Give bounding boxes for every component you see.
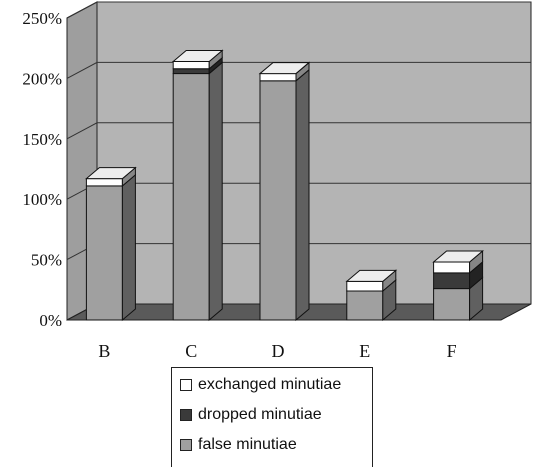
legend: exchanged minutiae dropped minutiae fals… [171, 367, 373, 467]
y-tick-label: 150% [22, 130, 62, 149]
x-tick-label: F [447, 341, 457, 361]
bar-B-exchanged-minutiae [85, 178, 123, 187]
x-tick-label: D [272, 341, 285, 361]
legend-item-false: false minutiae [180, 434, 297, 456]
x-tick-label: E [359, 341, 370, 361]
y-tick-label: 0% [39, 311, 62, 330]
bar-C-false-minutiae-side [208, 61, 223, 322]
legend-item-dropped: dropped minutiae [180, 404, 322, 426]
legend-swatch-dropped [180, 409, 192, 421]
bar-D-exchanged-minutiae-top [258, 62, 311, 75]
bar-E-exchanged-minutiae-top [345, 269, 398, 282]
bar-B-exchanged-minutiae-top [85, 167, 137, 180]
legend-label-dropped: dropped minutiae [198, 406, 322, 423]
gridline [66, 1, 531, 19]
bar-D-false-minutiae-side [295, 68, 310, 322]
legend-swatch-false [180, 439, 192, 451]
gridline [66, 61, 531, 79]
bar-D-exchanged-minutiae [259, 73, 297, 82]
bar-C-exchanged-minutiae-top [171, 49, 224, 62]
bar-E-false-minutiae [346, 290, 384, 321]
bar-D-false-minutiae [259, 80, 297, 321]
bar-B-false-minutiae [85, 185, 123, 321]
legend-label-false: false minutiae [198, 436, 297, 453]
gridline [66, 122, 531, 140]
legend-label-exchanged: exchanged minutiae [198, 376, 342, 393]
x-tick-label: C [185, 341, 197, 361]
x-tick-label: B [98, 341, 110, 361]
bar-F-dropped-minutiae [433, 272, 471, 290]
bar-C-false-minutiae [172, 73, 210, 321]
bar-E-exchanged-minutiae [346, 280, 384, 292]
bar-F-false-minutiae [433, 288, 471, 321]
bar-F-exchanged-minutiae [433, 261, 471, 274]
y-tick-label: 200% [22, 69, 62, 88]
y-tick-label: 50% [31, 251, 62, 270]
bar-B-false-minutiae-side [121, 173, 136, 322]
bar-C-dropped-minutiae [172, 68, 210, 75]
bar-C-exchanged-minutiae [172, 60, 210, 70]
legend-swatch-exchanged [180, 379, 192, 391]
y-tick-label: 100% [22, 190, 62, 209]
legend-item-exchanged: exchanged minutiae [180, 374, 341, 396]
y-tick-label: 250% [22, 9, 62, 28]
bar-F-exchanged-minutiae-top [432, 250, 484, 263]
